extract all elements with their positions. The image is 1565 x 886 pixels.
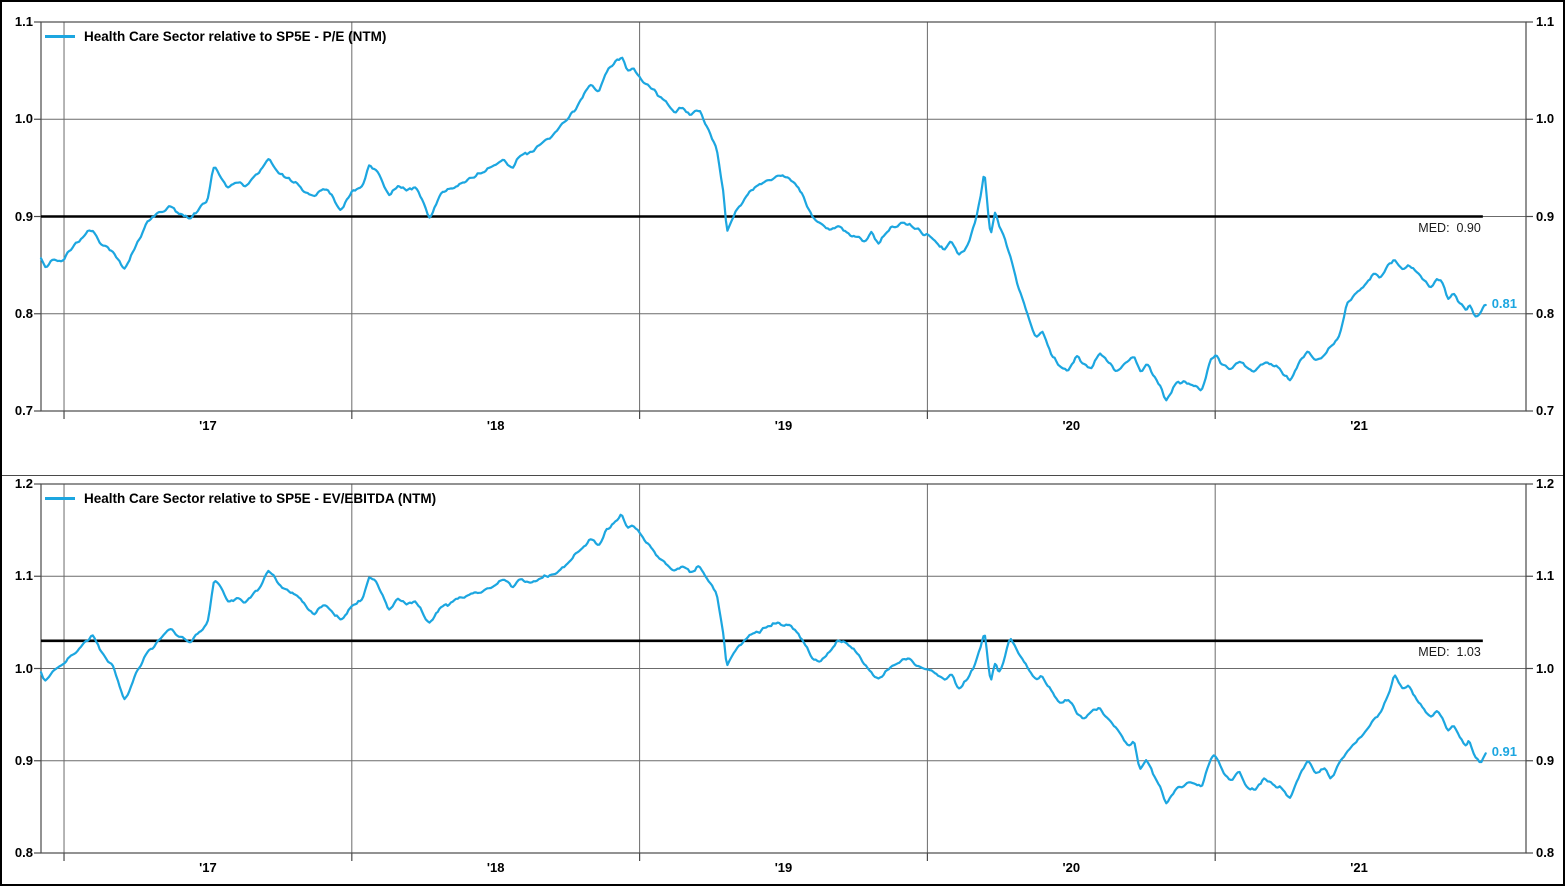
y-axis-label: 1.0 bbox=[14, 660, 33, 676]
x-axis-label: '20 bbox=[1062, 418, 1081, 433]
pe-series-swatch-icon bbox=[45, 35, 75, 38]
y-axis-label: 1.2 bbox=[1536, 476, 1555, 491]
y-axis-label: 1.2 bbox=[14, 476, 33, 491]
pe-legend-label: Health Care Sector relative to SP5E - P/… bbox=[84, 29, 387, 44]
y-axis-label: 0.9 bbox=[14, 752, 33, 768]
x-axis-label: '21 bbox=[1350, 860, 1368, 875]
x-axis-label: '19 bbox=[774, 860, 793, 875]
y-axis-label: 0.8 bbox=[14, 845, 33, 860]
ev-ebitda-chart-panel: Health Care Sector relative to SP5E - EV… bbox=[0, 455, 1565, 886]
ev-ebitda-chart bbox=[34, 483, 1533, 861]
pe-legend: Health Care Sector relative to SP5E - P/… bbox=[45, 29, 386, 44]
ev-ebitda-legend-label: Health Care Sector relative to SP5E - EV… bbox=[84, 491, 437, 506]
x-axis-label: '20 bbox=[1062, 860, 1081, 875]
y-axis-label: 1.1 bbox=[14, 568, 33, 584]
pe-chart bbox=[34, 21, 1533, 419]
median-label: MED: 0.90 bbox=[1418, 220, 1481, 235]
y-axis-label: 1.1 bbox=[14, 14, 33, 29]
y-axis-label: 1.1 bbox=[1536, 568, 1555, 584]
y-axis-label: 1.0 bbox=[1536, 111, 1555, 127]
y-axis-label: 0.9 bbox=[1536, 208, 1555, 224]
y-axis-label: 0.9 bbox=[14, 208, 33, 224]
x-axis-label: '19 bbox=[774, 418, 793, 433]
y-axis-label: 1.0 bbox=[14, 111, 33, 127]
y-axis-label: 0.8 bbox=[14, 305, 33, 321]
x-axis-label: '18 bbox=[486, 860, 505, 875]
y-axis-label: 0.8 bbox=[1536, 845, 1555, 860]
y-axis-label: 0.7 bbox=[1536, 403, 1555, 418]
x-axis-label: '17 bbox=[199, 860, 217, 875]
x-axis-label: '18 bbox=[486, 418, 505, 433]
ev-ebitda-series-swatch-icon bbox=[45, 497, 75, 500]
y-axis-label: 1.0 bbox=[1536, 660, 1555, 676]
pe-series-line bbox=[39, 56, 1487, 402]
x-axis-label: '21 bbox=[1350, 418, 1368, 433]
ev-ebitda-series-line bbox=[39, 513, 1487, 805]
ev-ebitda-legend: Health Care Sector relative to SP5E - EV… bbox=[45, 491, 436, 506]
last-value-label: 0.81 bbox=[1491, 295, 1518, 311]
median-label: MED: 1.03 bbox=[1418, 644, 1481, 659]
panel-divider bbox=[0, 475, 1565, 476]
y-axis-label: 0.7 bbox=[14, 403, 33, 418]
y-axis-label: 1.1 bbox=[1536, 14, 1555, 29]
y-axis-label: 0.9 bbox=[1536, 752, 1555, 768]
plot-border bbox=[40, 483, 1527, 854]
y-axis-label: 0.8 bbox=[1536, 305, 1555, 321]
last-value-label: 0.91 bbox=[1491, 744, 1518, 760]
x-axis-label: '17 bbox=[199, 418, 217, 433]
pe-chart-panel: Health Care Sector relative to SP5E - P/… bbox=[45, 29, 386, 44]
